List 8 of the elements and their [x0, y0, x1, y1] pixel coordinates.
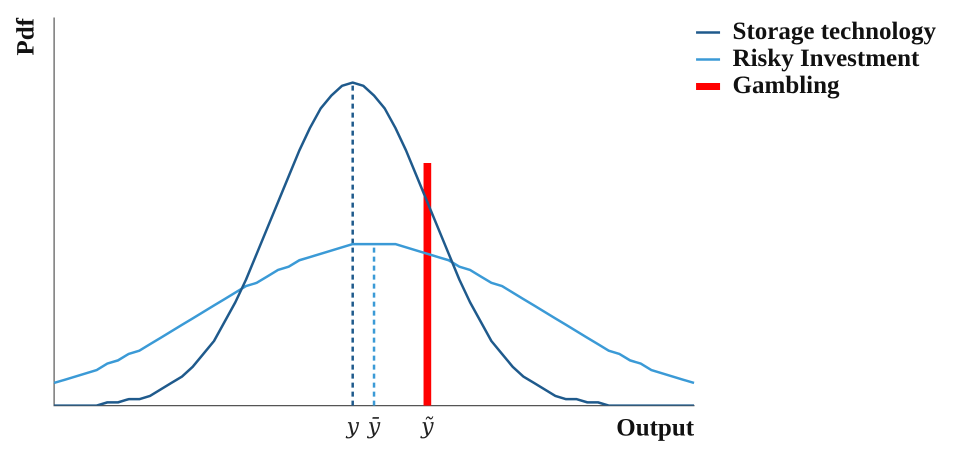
x-axis-title: Output	[616, 414, 695, 442]
x-tick-label: ỹ	[420, 414, 434, 440]
legend-label: Risky Investment	[732, 44, 920, 72]
y-axis-title: Pdf	[12, 17, 40, 56]
x-tick-label: ȳ	[366, 414, 381, 440]
legend-label: Storage technology	[732, 18, 936, 45]
legend-label: Gambling	[732, 72, 840, 99]
x-tick-label: y	[345, 414, 360, 440]
